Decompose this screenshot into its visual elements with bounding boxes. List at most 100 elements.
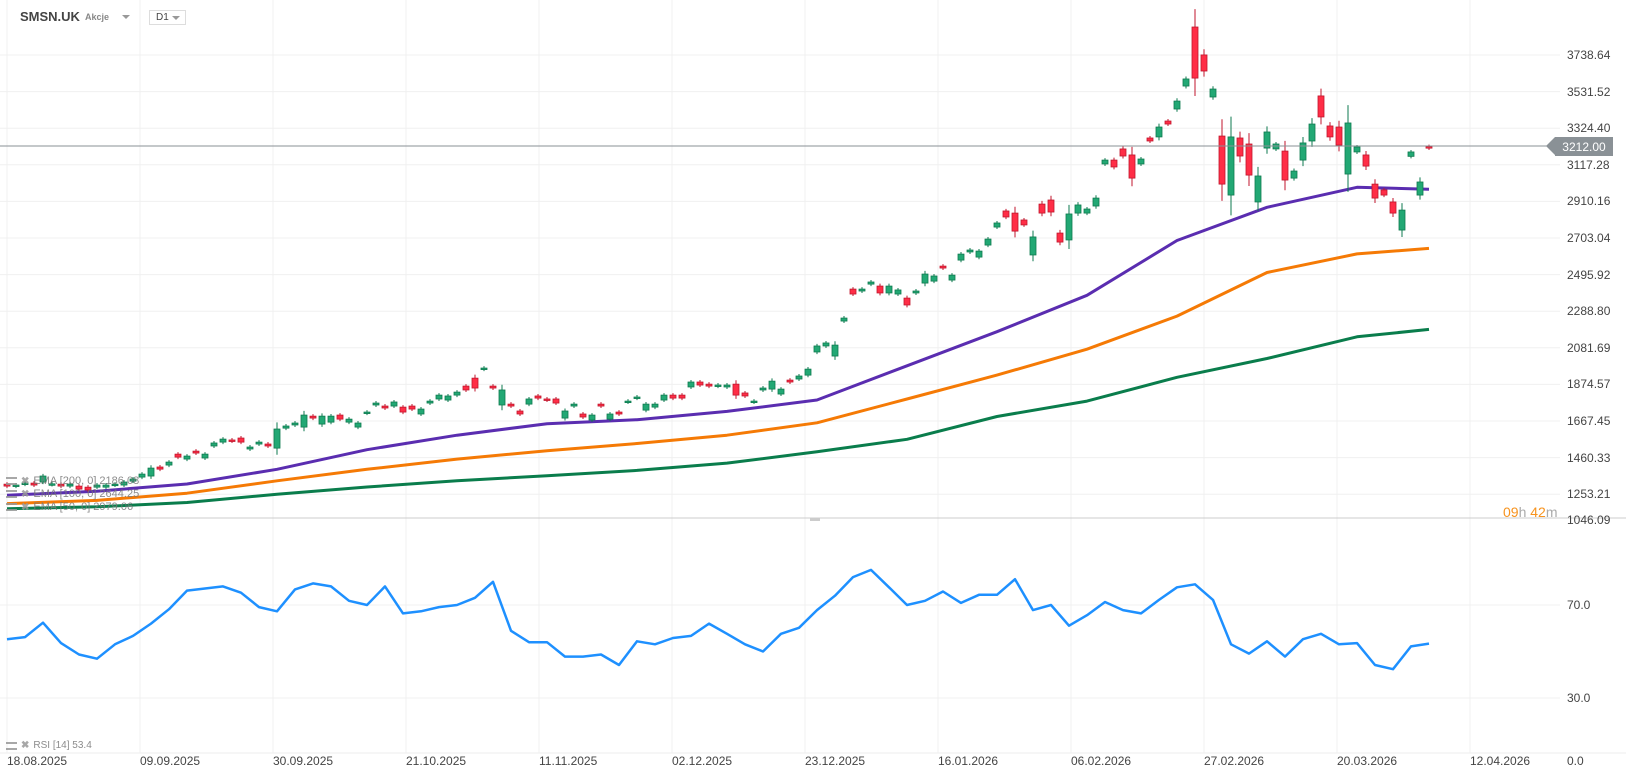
close-icon[interactable]: ✖ <box>21 488 30 500</box>
candle-body <box>21 482 29 486</box>
pane-resize-handle[interactable] <box>810 518 820 521</box>
candle-body <box>84 486 92 491</box>
price-tick-label: 1253.21 <box>1567 487 1611 502</box>
candle-body <box>552 398 560 404</box>
candle <box>570 402 578 409</box>
candle-body <box>1038 203 1046 214</box>
candle <box>246 445 254 451</box>
price-tick-label: 2910.16 <box>1567 194 1611 209</box>
candle <box>147 465 155 479</box>
candle-body <box>1227 136 1235 196</box>
candle <box>1371 179 1379 203</box>
candle <box>48 481 56 487</box>
chevron-down-icon[interactable] <box>121 14 130 19</box>
candle <box>741 390 749 398</box>
candle-body <box>1200 54 1208 72</box>
candle <box>885 283 893 296</box>
candle <box>867 280 875 287</box>
candle <box>1020 217 1028 227</box>
candle-body <box>327 415 335 423</box>
candle <box>1281 140 1289 191</box>
candle-body <box>885 285 893 294</box>
candle <box>957 251 965 263</box>
candle-body <box>903 297 911 306</box>
candle-body <box>957 253 965 261</box>
close-icon[interactable]: ✖ <box>21 475 30 487</box>
candle <box>471 374 479 392</box>
candle-body <box>831 344 839 357</box>
candle <box>669 393 677 401</box>
settings-icon[interactable] <box>6 741 17 750</box>
candle-body <box>201 453 209 459</box>
symbol-label: SMSN.UK <box>20 9 80 24</box>
price-tick-label: 2288.80 <box>1567 304 1611 319</box>
price-tick-label: 2703.04 <box>1567 231 1611 245</box>
instrument-selector[interactable]: SMSN.UK Akcje <box>20 9 130 24</box>
candle <box>624 399 632 404</box>
candle <box>345 417 353 425</box>
candle-body <box>1236 137 1244 157</box>
candle <box>354 421 362 430</box>
legend-ema50[interactable]: ✖ EMA [50, 0] 2979.06 <box>6 501 133 513</box>
candle <box>210 440 218 448</box>
candle-body <box>120 481 128 486</box>
candle-body <box>489 385 497 389</box>
settings-icon[interactable] <box>6 477 17 485</box>
price-tick-label: 3324.40 <box>1567 121 1611 136</box>
candle <box>696 380 704 388</box>
timeframe-value: D1 <box>156 12 169 23</box>
candle <box>993 220 1001 230</box>
candle <box>1047 195 1055 217</box>
candle <box>255 440 263 447</box>
candle-body <box>1110 159 1118 168</box>
legend-ema200[interactable]: ✖ EMA [200, 0] 2186.08 <box>6 475 139 487</box>
candle-body <box>1416 181 1424 196</box>
candle-body <box>336 414 344 420</box>
candle-body <box>300 414 308 428</box>
candle <box>75 484 83 492</box>
candle <box>930 273 938 284</box>
price-tick-label: 2495.92 <box>1567 267 1611 282</box>
candle <box>813 343 821 355</box>
candle-body <box>156 466 164 470</box>
candle <box>120 480 128 488</box>
candle-body <box>75 485 83 490</box>
ema50-line <box>6 185 1430 497</box>
timeframe-select[interactable]: D1 <box>149 10 186 25</box>
legend-ema100[interactable]: ✖ EMA [100, 0] 2644.25 <box>6 488 139 500</box>
candle <box>201 452 209 461</box>
candle-body <box>390 401 398 407</box>
candle <box>1137 157 1145 166</box>
close-icon[interactable]: ✖ <box>21 501 30 513</box>
countdown-hours: 09 <box>1503 504 1519 520</box>
candle-body <box>48 483 56 486</box>
candle <box>732 380 740 399</box>
candle <box>462 384 470 392</box>
settings-icon[interactable] <box>6 490 17 498</box>
grid <box>0 0 1626 754</box>
close-icon[interactable]: ✖ <box>21 740 30 751</box>
candle <box>948 273 956 283</box>
candle <box>1056 229 1064 246</box>
candle-body <box>1137 158 1145 165</box>
candle <box>786 378 794 385</box>
candle <box>30 481 38 488</box>
candle-body <box>39 475 47 483</box>
candle <box>1362 151 1370 170</box>
candle-body <box>1164 120 1172 125</box>
candle <box>417 407 425 417</box>
legend-rsi[interactable]: ✖ RSI [14] 53.4 <box>6 740 92 751</box>
candle-body <box>471 377 479 389</box>
candle-body <box>714 384 722 387</box>
candle <box>480 366 488 372</box>
candle-body <box>309 415 317 419</box>
ema200-line <box>6 327 1430 511</box>
candle <box>642 402 650 413</box>
candle <box>840 316 848 324</box>
settings-icon[interactable] <box>6 503 17 511</box>
candle <box>1308 118 1316 147</box>
candle-body <box>939 265 947 269</box>
candle <box>264 442 272 448</box>
candle-body <box>597 403 605 407</box>
